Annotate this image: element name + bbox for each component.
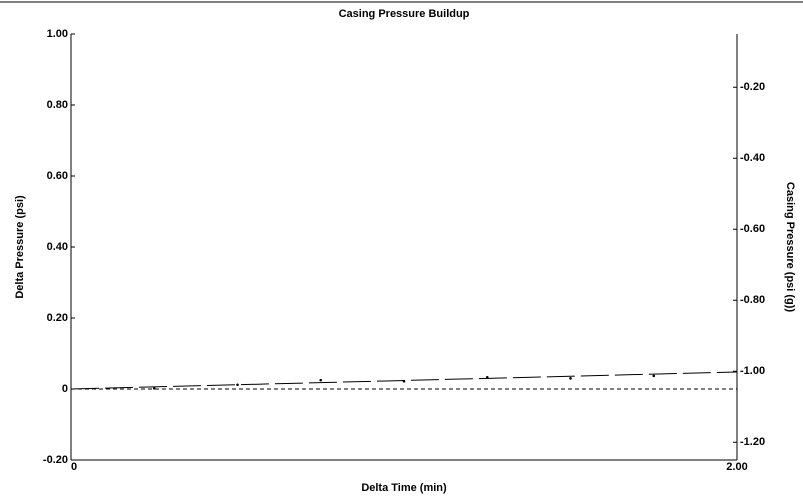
y2-tick-label: -0.60 [740, 223, 765, 235]
x-tick-label: 0 [71, 461, 77, 473]
series-line [70, 371, 738, 390]
y2-axis-label: Casing Pressure (psi (g)) [784, 182, 796, 313]
y2-tick-label: -0.20 [740, 81, 765, 93]
y2-tick-label: -0.80 [740, 294, 765, 306]
data-point [652, 374, 656, 378]
y2-tick-label: -1.00 [740, 365, 765, 377]
y-tick-label: 0 [62, 383, 68, 395]
y-tick-label: -0.20 [43, 454, 68, 466]
y2-tick-label: -0.40 [740, 152, 765, 164]
y-tick-label: 1.00 [47, 28, 68, 40]
y-axis-label: Delta Pressure (psi) [14, 195, 26, 299]
y-tick-label: 0.80 [47, 99, 68, 111]
y-tick-label: 0.20 [47, 312, 68, 324]
data-point [569, 377, 572, 380]
x-axis-label: Delta Time (min) [361, 482, 447, 494]
x-tick-label: 2.00 [726, 461, 747, 473]
data-point [152, 386, 156, 390]
data-point [236, 383, 239, 387]
y-tick-label: 0.40 [47, 241, 68, 253]
y2-tick-label: -1.20 [740, 436, 765, 448]
y-tick-label: 0.60 [47, 170, 68, 182]
chart-title: Casing Pressure Buildup [339, 8, 470, 20]
data-point [319, 378, 323, 382]
